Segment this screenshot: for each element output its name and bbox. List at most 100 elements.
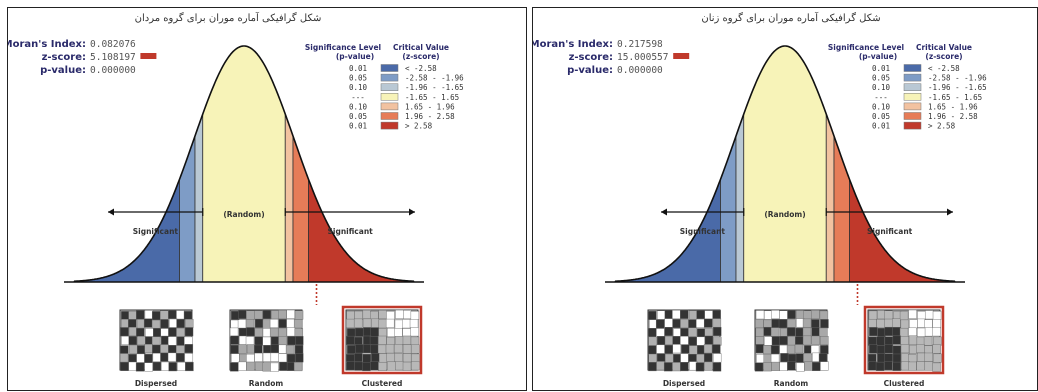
map-cell [696, 328, 706, 338]
arrowhead-right [947, 208, 953, 216]
pattern-map-clustered [867, 309, 942, 372]
map-cell [385, 318, 395, 328]
map-cell [128, 319, 137, 329]
map-cell [713, 336, 722, 346]
map-cell [900, 319, 910, 329]
p-value-value: 0.000000 [90, 65, 136, 76]
map-cell [689, 345, 698, 355]
map-cell [128, 311, 137, 321]
map-cell [293, 319, 303, 329]
map-cell [253, 344, 263, 354]
map-cell [908, 335, 918, 345]
map-cell [184, 318, 194, 328]
map-cell [876, 345, 886, 355]
legend-pvalue-5: 0.05 [349, 112, 367, 121]
map-cell [786, 344, 796, 354]
map-cell [689, 310, 698, 320]
map-cell [900, 336, 909, 346]
map-cell [378, 328, 387, 338]
legend-swatch-0 [380, 64, 399, 72]
map-cell [908, 309, 917, 319]
map-cell [355, 344, 364, 354]
map-cell [755, 318, 764, 328]
z-score-color-box [140, 53, 157, 59]
map-cell [647, 345, 657, 355]
map-cell [239, 353, 248, 363]
map-cell [255, 361, 264, 371]
map-cell [394, 336, 404, 346]
map-cell [411, 361, 420, 371]
map-cell [899, 327, 909, 337]
legend-header-critical: Critical Value [393, 43, 449, 52]
map-cell [238, 309, 247, 319]
map-cell [820, 361, 829, 371]
map-cell [764, 336, 773, 346]
map-cell [704, 335, 714, 345]
map-cell [763, 345, 772, 355]
map-cell [672, 309, 681, 319]
map-cell [909, 319, 918, 329]
map-cell [703, 344, 713, 354]
z-score-value: 5.108197 [90, 52, 136, 63]
map-cell [183, 311, 193, 321]
map-cell [868, 310, 878, 320]
map-cell [176, 327, 185, 337]
pattern-map-random [229, 309, 304, 372]
legend-pvalue-0: 0.01 [349, 64, 367, 73]
legend-zscore-1: -2.58 - -1.96 [928, 74, 987, 83]
map-cell [386, 311, 395, 321]
legend-pvalue-1: 0.05 [349, 74, 367, 83]
map-cell [672, 362, 681, 372]
map-cell [176, 319, 185, 329]
map-cell [908, 361, 917, 371]
map-cell [703, 353, 713, 363]
map-cell [763, 362, 772, 372]
map-cell [892, 361, 901, 371]
map-cell [655, 319, 665, 329]
map-cell [286, 353, 296, 363]
legend-zscore-0: < -2.58 [928, 64, 960, 73]
map-cell [231, 310, 240, 320]
legend-zscore-3: -1.65 - 1.65 [405, 93, 459, 102]
map-cell [246, 310, 255, 320]
map-cell [932, 327, 941, 337]
map-cell [680, 319, 689, 329]
map-cell [394, 353, 404, 363]
map-cell [278, 309, 287, 319]
map-cell [917, 318, 926, 328]
map-cell [876, 336, 885, 346]
map-cell [771, 319, 780, 329]
clustered-highlight [863, 305, 945, 375]
map-cell [231, 353, 240, 363]
map-cell [121, 311, 130, 321]
map-cell [868, 353, 877, 363]
map-cell [270, 362, 279, 372]
map-cell [395, 309, 404, 319]
map-cell [648, 328, 657, 338]
morans-index-value: 0.217598 [617, 39, 663, 50]
map-cell [136, 319, 146, 329]
map-cell [803, 353, 812, 362]
significant-left-label: Significant [680, 227, 726, 236]
map-cell [230, 319, 239, 329]
map-cell [346, 328, 356, 338]
chart-title: شکل گرافیکی آماره موران برای گروه زنان [701, 11, 880, 24]
legend-swatch-4 [903, 102, 922, 111]
legend-header-zscore: (z-score) [402, 52, 439, 61]
map-cell [144, 344, 153, 354]
map-cell [370, 344, 379, 354]
pattern-label-dispersed: Dispersed [663, 379, 705, 388]
map-cell [402, 344, 412, 354]
map-cell [245, 319, 255, 329]
map-cell [378, 353, 388, 363]
map-cell [409, 319, 419, 329]
map-cell [680, 353, 689, 363]
map-cell [271, 310, 280, 320]
map-cell [270, 336, 280, 346]
legend-zscore-0: < -2.58 [405, 64, 437, 73]
map-cell [820, 319, 829, 329]
map-cell [152, 361, 162, 371]
pattern-map-dispersed [647, 309, 722, 372]
map-cell [786, 327, 796, 337]
legend-swatch-6 [903, 121, 922, 130]
